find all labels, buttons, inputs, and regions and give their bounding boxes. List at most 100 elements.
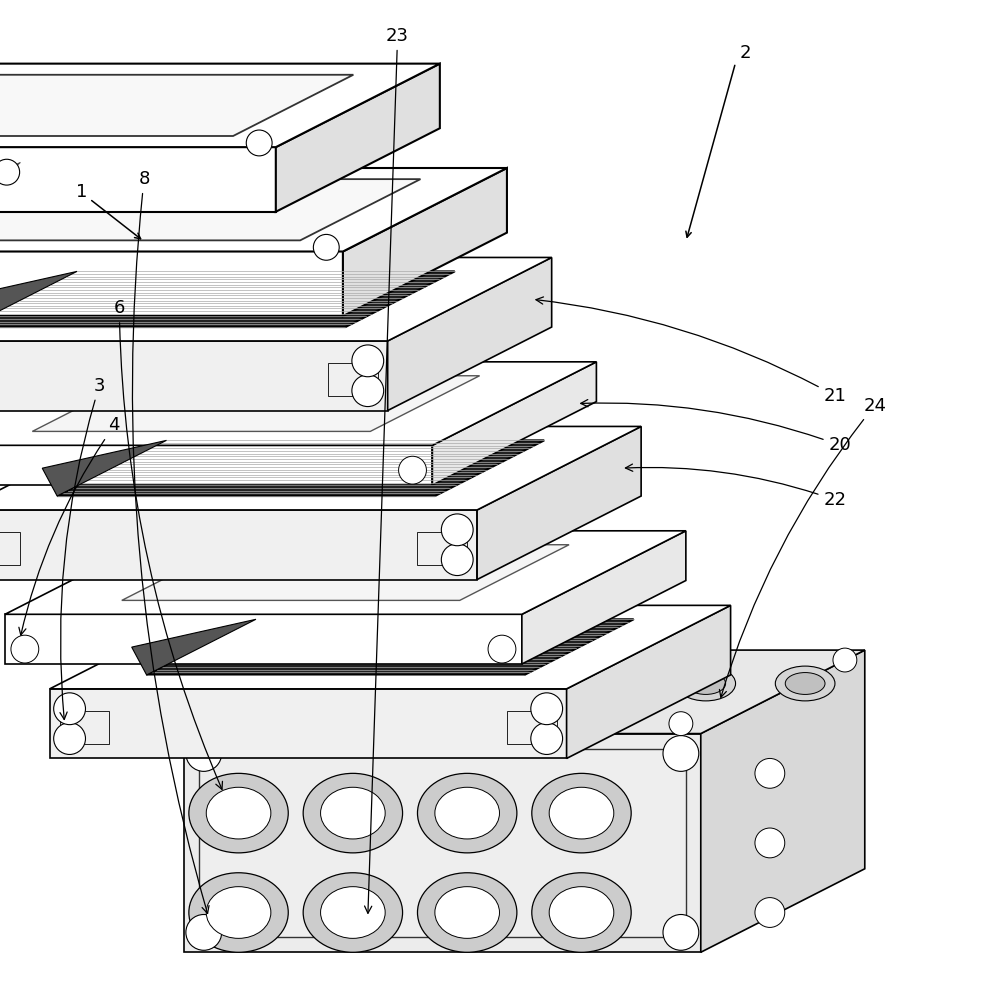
- Circle shape: [399, 456, 426, 484]
- Ellipse shape: [320, 887, 386, 938]
- Ellipse shape: [477, 666, 537, 701]
- Circle shape: [488, 635, 516, 663]
- Polygon shape: [0, 64, 440, 147]
- Polygon shape: [0, 341, 388, 411]
- Polygon shape: [0, 362, 596, 445]
- Circle shape: [313, 234, 339, 260]
- Circle shape: [441, 514, 473, 546]
- Polygon shape: [343, 168, 507, 316]
- Text: 23: 23: [365, 27, 410, 913]
- Ellipse shape: [550, 887, 614, 938]
- Polygon shape: [184, 650, 865, 734]
- Circle shape: [441, 544, 473, 576]
- Circle shape: [11, 635, 39, 663]
- Polygon shape: [328, 363, 378, 396]
- Polygon shape: [60, 711, 109, 744]
- Ellipse shape: [532, 773, 631, 853]
- Polygon shape: [0, 147, 276, 212]
- Polygon shape: [0, 168, 507, 251]
- Circle shape: [186, 914, 222, 950]
- Ellipse shape: [586, 673, 626, 694]
- Polygon shape: [276, 64, 440, 212]
- Text: 3: 3: [60, 377, 105, 719]
- Text: 4: 4: [19, 416, 120, 635]
- Polygon shape: [567, 605, 731, 758]
- Text: 7: 7: [0, 999, 1, 1000]
- Text: 20: 20: [580, 400, 851, 454]
- Ellipse shape: [378, 666, 437, 701]
- Polygon shape: [0, 257, 552, 341]
- Ellipse shape: [417, 773, 517, 853]
- Circle shape: [755, 898, 785, 927]
- Polygon shape: [0, 251, 343, 316]
- Ellipse shape: [207, 887, 270, 938]
- Circle shape: [531, 723, 563, 754]
- Polygon shape: [0, 426, 641, 510]
- Polygon shape: [477, 426, 641, 580]
- Text: 2: 2: [740, 44, 751, 62]
- Polygon shape: [184, 734, 701, 952]
- Polygon shape: [522, 531, 686, 664]
- Ellipse shape: [189, 773, 288, 853]
- Ellipse shape: [320, 787, 386, 839]
- Text: 8: 8: [132, 170, 209, 913]
- Circle shape: [247, 130, 272, 156]
- Ellipse shape: [303, 773, 403, 853]
- Polygon shape: [43, 440, 167, 496]
- Text: 5: 5: [0, 999, 1, 1000]
- Circle shape: [531, 693, 563, 725]
- Polygon shape: [0, 75, 354, 136]
- Circle shape: [669, 712, 693, 736]
- Circle shape: [54, 693, 85, 725]
- Circle shape: [663, 736, 699, 771]
- Polygon shape: [58, 440, 545, 496]
- Circle shape: [352, 375, 384, 407]
- Ellipse shape: [388, 673, 427, 694]
- Polygon shape: [0, 271, 78, 327]
- Polygon shape: [0, 510, 477, 580]
- Polygon shape: [147, 619, 634, 675]
- Ellipse shape: [487, 673, 527, 694]
- Polygon shape: [0, 445, 432, 485]
- Ellipse shape: [775, 666, 835, 701]
- Circle shape: [663, 914, 699, 950]
- Polygon shape: [0, 162, 21, 210]
- Ellipse shape: [435, 787, 499, 839]
- Polygon shape: [701, 650, 865, 952]
- Circle shape: [356, 648, 380, 672]
- Ellipse shape: [577, 666, 636, 701]
- Circle shape: [755, 828, 785, 858]
- Circle shape: [192, 712, 216, 736]
- Circle shape: [186, 736, 222, 771]
- Polygon shape: [5, 614, 522, 664]
- Polygon shape: [199, 748, 686, 937]
- Polygon shape: [5, 531, 686, 614]
- Polygon shape: [507, 711, 557, 744]
- Ellipse shape: [686, 673, 726, 694]
- Polygon shape: [50, 605, 731, 689]
- Text: 22: 22: [625, 464, 847, 509]
- Ellipse shape: [417, 873, 517, 952]
- Polygon shape: [432, 362, 596, 485]
- Ellipse shape: [435, 887, 499, 938]
- Circle shape: [54, 723, 85, 754]
- Circle shape: [833, 648, 857, 672]
- Ellipse shape: [189, 873, 288, 952]
- Circle shape: [352, 345, 384, 377]
- Text: 6: 6: [113, 299, 223, 789]
- Ellipse shape: [303, 873, 403, 952]
- Polygon shape: [50, 689, 567, 758]
- Polygon shape: [417, 532, 467, 565]
- Ellipse shape: [676, 666, 736, 701]
- Ellipse shape: [550, 787, 614, 839]
- Polygon shape: [0, 179, 420, 240]
- Text: 1: 1: [76, 183, 87, 201]
- Polygon shape: [0, 271, 455, 327]
- Ellipse shape: [207, 787, 270, 839]
- Polygon shape: [132, 619, 256, 675]
- Ellipse shape: [785, 673, 825, 694]
- Polygon shape: [122, 545, 570, 600]
- Circle shape: [755, 758, 785, 788]
- Ellipse shape: [532, 873, 631, 952]
- Polygon shape: [388, 257, 552, 411]
